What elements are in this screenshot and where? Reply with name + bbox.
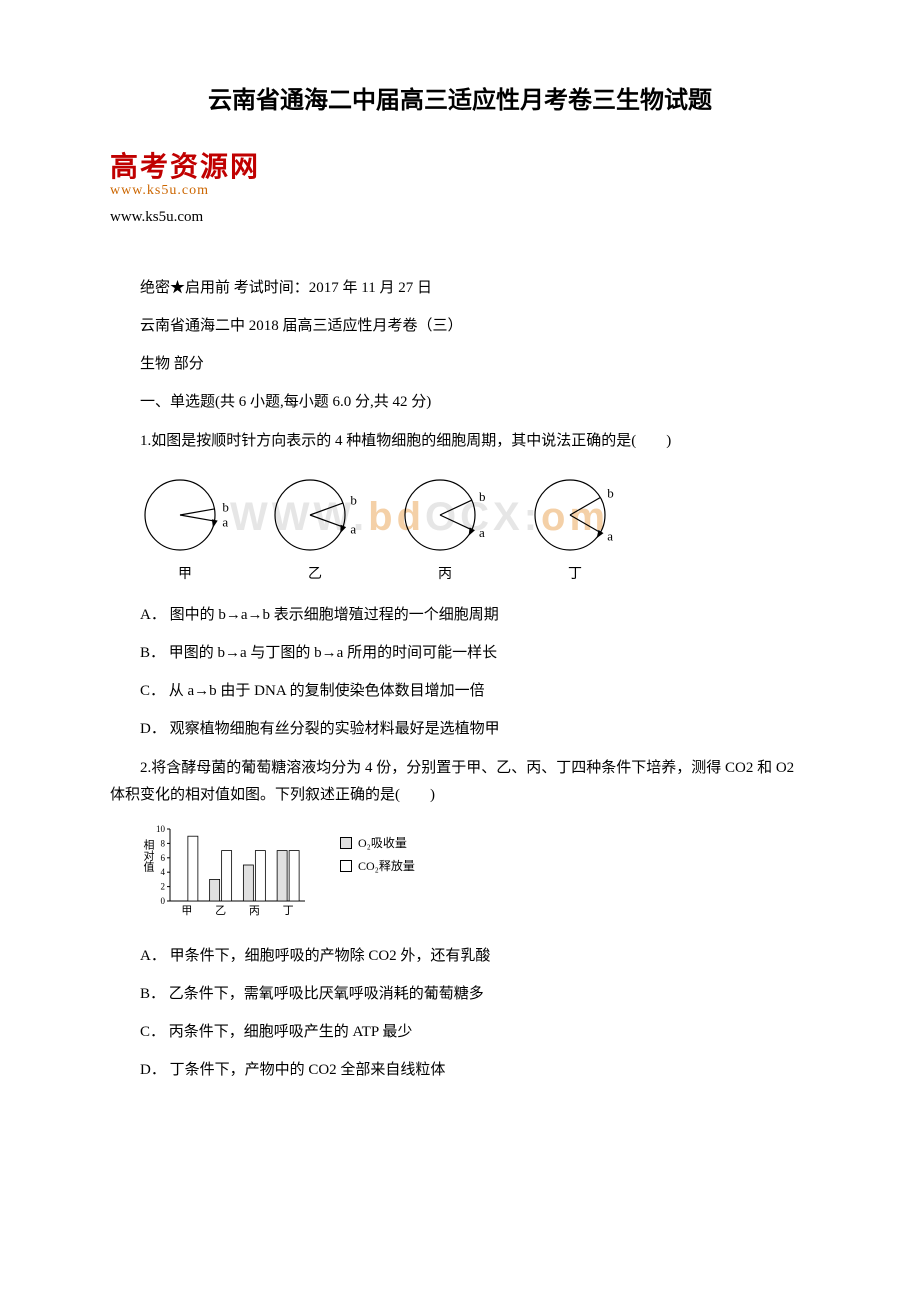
pie-label: 甲 xyxy=(178,563,192,583)
svg-text:a: a xyxy=(350,522,356,537)
svg-text:a: a xyxy=(222,514,228,529)
svg-text:b: b xyxy=(222,500,229,515)
meta-subject: 生物 部分 xyxy=(110,352,810,376)
q1-option-a: A． 图中的 b→a→b 表示细胞增殖过程的一个细胞周期 xyxy=(110,603,810,627)
pie-label: 丙 xyxy=(438,563,452,583)
bar-chart: 相对值 0 2 4 6 8 10 甲 乙 丙 丁 xyxy=(140,824,310,924)
logo-chinese: 高考资源网 xyxy=(110,145,810,185)
q2-option-c: C． 丙条件下，细胞呼吸产生的 ATP 最少 xyxy=(110,1020,810,1044)
svg-text:2: 2 xyxy=(161,882,166,892)
svg-text:b: b xyxy=(479,489,486,504)
q1-option-c: C． 从 a→b 由于 DNA 的复制使染色体数目增加一倍 xyxy=(110,679,810,703)
svg-text:甲: 甲 xyxy=(181,905,192,917)
q1-option-b: B． 甲图的 b→a 与丁图的 b→a 所用的时间可能一样长 xyxy=(110,641,810,665)
svg-text:b: b xyxy=(350,492,357,507)
pie-label: 丁 xyxy=(568,563,582,583)
chart-legend: O₂吸收量 CO₂释放量 xyxy=(340,834,415,880)
svg-text:0: 0 xyxy=(161,896,166,906)
pie-item: ab 甲 xyxy=(140,475,230,583)
question-2-text: 2.将含酵母菌的葡萄糖溶液均分为 4 份，分别置于甲、乙、丙、丁四种条件下培养，… xyxy=(110,755,810,809)
question-1-figure: WWW.bdOCX:om ab甲ab乙ab丙ab丁 xyxy=(140,475,810,583)
svg-text:丙: 丙 xyxy=(249,905,260,917)
section-1-header: 一、单选题(共 6 小题,每小题 6.0 分,共 42 分) xyxy=(110,390,810,414)
svg-text:b: b xyxy=(607,486,614,501)
q1-option-d: D． 观察植物细胞有丝分裂的实验材料最好是选植物甲 xyxy=(110,717,810,741)
svg-text:相对值: 相对值 xyxy=(142,839,155,873)
svg-text:6: 6 xyxy=(161,853,166,863)
svg-text:4: 4 xyxy=(161,867,166,877)
svg-text:a: a xyxy=(607,529,613,544)
pie-item: ab 乙 xyxy=(270,475,360,583)
logo-url: www.ks5u.com xyxy=(110,183,810,199)
question-1-text: 1.如图是按顺时针方向表示的 4 种植物细胞的细胞周期，其中说法正确的是( ) xyxy=(110,428,810,455)
logo-block: 高考资源网 www.ks5u.com xyxy=(110,145,810,199)
meta-exam-name: 云南省通海二中 2018 届高三适应性月考卷（三） xyxy=(110,314,810,338)
svg-text:a: a xyxy=(479,525,485,540)
pie-label: 乙 xyxy=(308,563,322,583)
page-title: 云南省通海二中届高三适应性月考卷三生物试题 xyxy=(110,80,810,115)
legend-item: CO₂释放量 xyxy=(340,857,415,874)
pie-item: a b 丙 xyxy=(400,475,490,583)
q2-option-a: A． 甲条件下，细胞呼吸的产物除 CO2 外，还有乳酸 xyxy=(110,944,810,968)
url-text: www.ks5u.com xyxy=(110,209,810,226)
q2-option-b: B． 乙条件下，需氧呼吸比厌氧呼吸消耗的葡萄糖多 xyxy=(110,982,810,1006)
q2-option-d: D． 丁条件下，产物中的 CO2 全部来自线粒体 xyxy=(110,1058,810,1082)
svg-text:乙: 乙 xyxy=(215,904,226,917)
pie-item: a b 丁 xyxy=(530,475,620,583)
meta-confidential: 绝密★启用前 考试时间：2017 年 11 月 27 日 xyxy=(110,276,810,300)
question-2-figure: 相对值 0 2 4 6 8 10 甲 乙 丙 丁 O₂吸收量 CO₂释放量 xyxy=(140,824,810,924)
svg-text:8: 8 xyxy=(161,838,166,848)
svg-text:10: 10 xyxy=(156,824,166,834)
svg-text:丁: 丁 xyxy=(283,905,294,917)
legend-item: O₂吸收量 xyxy=(340,834,415,851)
